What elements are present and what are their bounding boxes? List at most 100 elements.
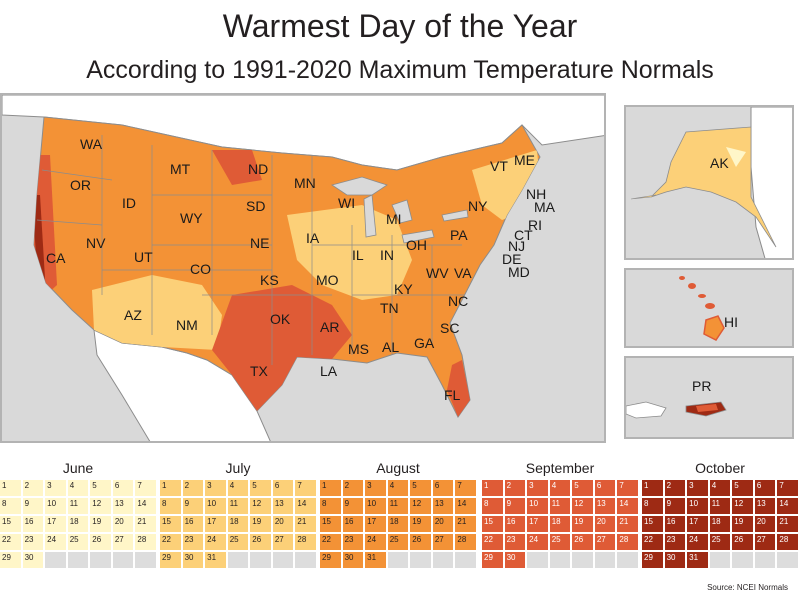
state-label-mt: MT xyxy=(170,161,191,177)
state-label-az: AZ xyxy=(124,307,142,323)
map-subtitle: According to 1991-2020 Maximum Temperatu… xyxy=(86,56,714,84)
state-label-mo: MO xyxy=(316,272,339,288)
state-label-wv: WV xyxy=(426,265,449,281)
calendar-day: 22 xyxy=(0,534,21,550)
calendar-month-label: September xyxy=(525,460,595,476)
calendar-day: 30 xyxy=(182,552,204,568)
state-label-in: IN xyxy=(380,247,394,263)
calendar-grid: 1 2 3 4 5 6 7 8 9 10 11 12 13 14 15 16 17 18 19 20 21 22 23 24 2… xyxy=(320,480,476,568)
calendar-day: 16 xyxy=(342,516,364,532)
state-label-ma: MA xyxy=(534,199,555,215)
calendar-empty-cell xyxy=(250,552,271,568)
state-label-hi: HI xyxy=(724,314,738,330)
calendar-day: 8 xyxy=(0,498,21,514)
state-label-wy: WY xyxy=(180,210,203,226)
calendar-day: 8 xyxy=(642,498,663,514)
calendar-day: 1 xyxy=(482,480,503,496)
calendar-empty-cell xyxy=(754,552,776,568)
calendar-day: 30 xyxy=(664,552,686,568)
calendar-day: 21 xyxy=(777,516,798,532)
state-label-ct: CT xyxy=(514,227,533,243)
state-label-tn: TN xyxy=(380,300,399,316)
state-label-la: LA xyxy=(320,363,338,379)
state-label-ga: GA xyxy=(414,335,435,351)
state-label-mi: MI xyxy=(386,211,402,227)
calendar-day: 25 xyxy=(227,534,249,550)
calendar-day: 29 xyxy=(0,552,21,568)
kauai-island xyxy=(679,276,685,280)
big-island xyxy=(703,315,725,341)
state-label-sc: SC xyxy=(440,320,460,336)
calendar-day: 4 xyxy=(387,480,409,496)
calendar-day: 26 xyxy=(410,534,431,550)
calendar-day: 24 xyxy=(365,534,386,550)
midwest-july-zone xyxy=(287,205,412,300)
calendar-day: 4 xyxy=(227,480,249,496)
calendar-day: 24 xyxy=(205,534,226,550)
calendar-day: 13 xyxy=(112,498,134,514)
state-label-pa: PA xyxy=(450,227,468,243)
calendar-day: 13 xyxy=(594,498,616,514)
lake-michigan xyxy=(363,194,377,238)
calendar-day: 29 xyxy=(320,552,341,568)
calendar-empty-cell xyxy=(387,552,409,568)
calendar-day: 12 xyxy=(410,498,431,514)
calendar-day: 22 xyxy=(642,534,663,550)
calendar-day: 24 xyxy=(687,534,708,550)
calendar-day: 28 xyxy=(135,534,156,550)
calendar-day: 9 xyxy=(182,498,204,514)
state-label-me: ME xyxy=(514,152,535,168)
calendar-august: August 1 2 3 4 5 6 7 8 9 10 11 12 13 14 15 16 17 18 19 20 21 2… xyxy=(320,460,476,568)
calendar-day: 29 xyxy=(160,552,181,568)
calendar-day: 25 xyxy=(549,534,571,550)
calendar-day: 19 xyxy=(732,516,753,532)
state-label-sd: SD xyxy=(246,198,266,214)
calendar-day: 7 xyxy=(617,480,638,496)
lake-huron xyxy=(391,199,413,224)
lake-ontario xyxy=(441,209,469,222)
calendar-empty-cell xyxy=(67,552,89,568)
calendar-empty-cell xyxy=(135,552,156,568)
calendar-day: 14 xyxy=(295,498,316,514)
calendar-day: 11 xyxy=(387,498,409,514)
calendar-day: 2 xyxy=(342,480,364,496)
state-label-nv: NV xyxy=(86,235,106,251)
state-label-nj: NJ xyxy=(508,238,526,254)
canada-land-inset xyxy=(750,107,792,258)
calendar-grid: 1 2 3 4 5 6 7 8 9 10 11 12 13 14 15 16 17 18 19 20 21 22 23 24 2… xyxy=(642,480,798,568)
state-label-wa: WA xyxy=(80,136,103,152)
calendar-day: 3 xyxy=(205,480,226,496)
calendar-empty-cell xyxy=(572,552,593,568)
calendar-day: 15 xyxy=(320,516,341,532)
calendar-day: 7 xyxy=(135,480,156,496)
calendar-day: 14 xyxy=(135,498,156,514)
state-label-il: IL xyxy=(352,247,364,263)
state-label-ny: NY xyxy=(468,198,488,214)
alaska-june-zone xyxy=(726,147,746,167)
calendar-empty-cell xyxy=(295,552,316,568)
state-label-md: MD xyxy=(508,264,530,280)
state-label-vt: VT xyxy=(490,158,508,174)
calendar-day: 16 xyxy=(664,516,686,532)
calendar-day: 7 xyxy=(295,480,316,496)
state-label-co: CO xyxy=(190,261,211,277)
calendar-day: 11 xyxy=(227,498,249,514)
calendar-day: 26 xyxy=(572,534,593,550)
calendar-day: 22 xyxy=(160,534,181,550)
calendar-day: 19 xyxy=(250,516,271,532)
state-label-al: AL xyxy=(382,339,400,355)
calendar-day: 28 xyxy=(777,534,798,550)
calendar-day: 1 xyxy=(642,480,663,496)
calendar-day: 22 xyxy=(482,534,503,550)
calendar-empty-cell xyxy=(709,552,731,568)
calendar-day: 5 xyxy=(90,480,111,496)
calendar-day: 6 xyxy=(112,480,134,496)
calendar-day: 9 xyxy=(342,498,364,514)
calendar-day: 10 xyxy=(527,498,548,514)
calendar-empty-cell xyxy=(90,552,111,568)
calendar-day: 1 xyxy=(160,480,181,496)
calendar-day: 8 xyxy=(482,498,503,514)
calendar-day: 13 xyxy=(432,498,454,514)
calendar-day: 15 xyxy=(482,516,503,532)
calendar-day: 2 xyxy=(182,480,204,496)
